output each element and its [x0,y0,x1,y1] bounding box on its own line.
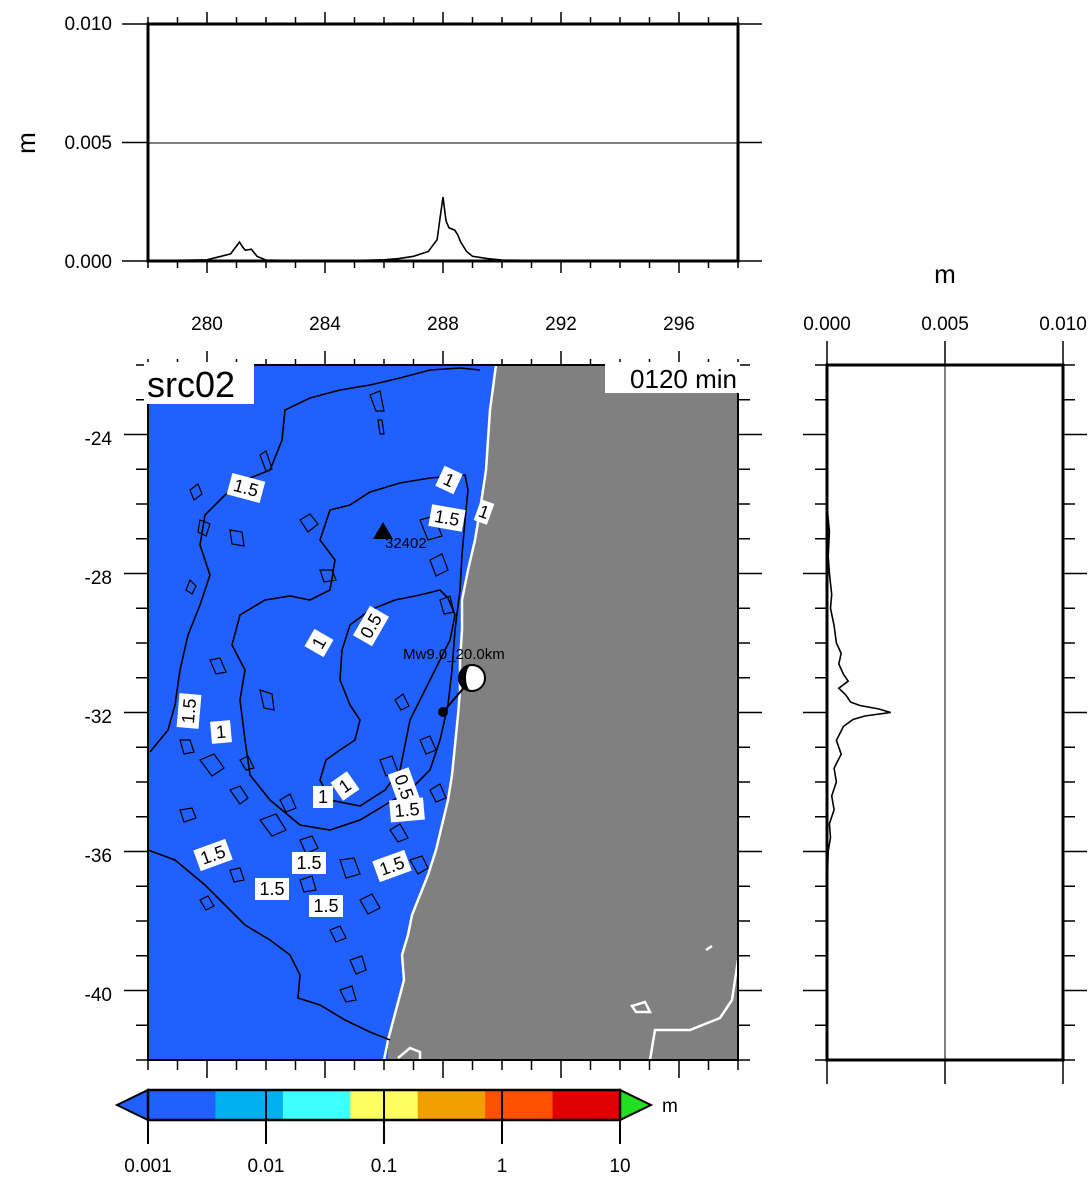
lon-tick-label: 292 [545,314,577,335]
colorbar-tick-label: 0.001 [124,1156,172,1177]
colorbar-ticks [147,1090,621,1144]
right-panel-ticks [803,341,1087,1084]
colorbar-tick-label: 1 [497,1156,508,1177]
contour-label: 1 [473,499,495,525]
source-label: src02 [147,364,235,405]
contour-label: 1.5 [292,852,326,874]
contour-label: 1.5 [255,878,289,900]
source-label-box [144,362,254,404]
contour-line-1.5-south [148,849,391,1041]
colorbar-tick-label: 0.01 [248,1156,285,1177]
svg-text:1.5: 1.5 [296,853,321,873]
lat-tick-label: -28 [85,568,112,589]
lon-tick-label: 280 [191,314,223,335]
contour-label: 1.5 [176,693,202,729]
epicenter-dot [438,707,448,717]
colorbar-tick-label: 10 [609,1156,630,1177]
colorbar-segment [148,1090,216,1120]
svg-text:1.5: 1.5 [394,799,421,821]
colorbar-segment [552,1090,621,1120]
top-y-tick-label: 0.010 [64,14,112,35]
top-panel-ticks [122,12,762,273]
right-x-tick-label: 0.010 [1039,314,1087,335]
contour-label: 1 [210,720,232,744]
colorbar-tick-label: 0.1 [371,1156,397,1177]
top-y-tick-label: 0.000 [64,252,112,273]
contour-label: 1 [435,465,463,495]
svg-text:1: 1 [215,722,227,743]
lat-tick-label: -36 [85,846,112,867]
contour-label: 1.5 [309,895,343,917]
lat-tick-label: -40 [85,985,112,1006]
colorbar-segment [417,1090,486,1120]
beachball-compression-quadrant [459,665,472,691]
station-32402: 32402 [373,522,427,552]
svg-text:1.5: 1.5 [313,896,338,916]
event-label: Mw9.0_20.0km [403,646,505,663]
longitude-tick-labels: 280 284 288 292 296 [191,314,695,335]
right-series-line [826,510,891,1060]
station-label: 32402 [385,535,427,552]
lon-tick-label: 296 [663,314,695,335]
top-waveform-panel: 0.010 0.005 0.000 m [11,12,762,273]
top-y-axis-label: m [11,132,41,154]
right-x-tick-label: 0.000 [803,314,851,335]
station-triangle-icon [373,522,393,539]
svg-text:1.5: 1.5 [259,879,284,899]
coastline [382,365,498,1060]
right-waveform-panel: m 0.000 0.005 0.010 [803,259,1087,1084]
right-x-axis-label: m [934,259,956,289]
top-y-tick-label: 0.005 [64,133,112,154]
top-series-line [147,196,739,262]
svg-text:1: 1 [318,787,328,807]
contour-label: 1 [304,628,334,658]
contour-label: 1 [330,771,360,801]
contour-labels: 1.5 1 1.5 1 0.5 1 1.5 1 1 1 0.5 1.5 1.5 … [176,465,495,917]
lon-tick-label: 284 [309,314,341,335]
time-label: 0120 min [630,364,737,394]
lat-tick-label: -32 [85,707,112,728]
contour-label: 1.5 [389,797,425,823]
contour-line-1 [231,474,469,831]
svg-text:1.5: 1.5 [178,698,200,725]
earthquake-source: Mw9.0_20.0km [403,646,505,717]
lon-tick-label: 288 [427,314,459,335]
colorbar-segment [215,1090,284,1120]
right-x-tick-label: 0.005 [921,314,969,335]
colorbar: m 0.001 0.01 0.1 1 10 [114,1088,678,1177]
contour-label: 1.5 [428,504,466,532]
colorbar-segment [282,1090,351,1120]
svg-text:1.5: 1.5 [433,506,461,530]
colorbar-under-triangle [114,1088,149,1122]
colorbar-unit: m [662,1096,678,1117]
colorbar-segments [148,1090,621,1120]
contour-label: 1 [313,786,333,808]
colorbar-segment [485,1090,554,1120]
contour-label: 1.5 [226,472,266,504]
coastline-south [397,944,738,1060]
map-panel: 1.5 1 1.5 1 0.5 1 1.5 1 1 1 0.5 1.5 1.5 … [85,351,762,1078]
lat-tick-label: -24 [85,429,113,450]
colorbar-over-triangle [619,1088,654,1122]
time-label-box [605,362,740,393]
map-ticks [124,351,762,1078]
